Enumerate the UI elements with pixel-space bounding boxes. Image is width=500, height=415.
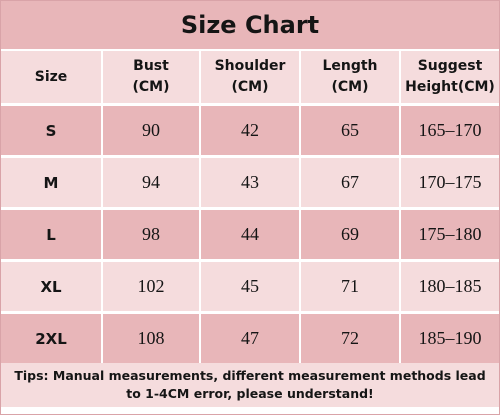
size-cell: 2XL <box>1 314 103 363</box>
value-cell: 47 <box>201 314 301 363</box>
value-cell: 94 <box>103 158 201 207</box>
value-cell: 180–185 <box>401 262 499 311</box>
size-cell: M <box>1 158 103 207</box>
value-cell: 44 <box>201 210 301 259</box>
value-cell: 185–190 <box>401 314 499 363</box>
value-cell: 65 <box>301 106 401 155</box>
size-cell: L <box>1 210 103 259</box>
value-cell: 67 <box>301 158 401 207</box>
value-cell: 71 <box>301 262 401 311</box>
table-row: XL 102 45 71 180–185 <box>1 262 499 311</box>
value-cell: 175–180 <box>401 210 499 259</box>
value-cell: 72 <box>301 314 401 363</box>
value-cell: 90 <box>103 106 201 155</box>
value-cell: 170–175 <box>401 158 499 207</box>
header-row: Size Bust (CM) Shoulder (CM) Length (CM) Sug… <box>1 51 499 103</box>
title: Size Chart <box>1 1 499 49</box>
column-header: Size <box>1 51 103 103</box>
value-cell: 45 <box>201 262 301 311</box>
table-row: L 98 44 69 175–180 <box>1 210 499 259</box>
value-cell: 42 <box>201 106 301 155</box>
value-cell: 108 <box>103 314 201 363</box>
value-cell: 98 <box>103 210 201 259</box>
value-cell: 69 <box>301 210 401 259</box>
column-header: Length (CM) <box>301 51 401 103</box>
tips: Tips: Manual measurements, different mea… <box>1 363 499 407</box>
value-cell: 165–170 <box>401 106 499 155</box>
value-cell: 102 <box>103 262 201 311</box>
table-row: S 90 42 65 165–170 <box>1 106 499 155</box>
value-cell: 43 <box>201 158 301 207</box>
size-cell: XL <box>1 262 103 311</box>
table-row: M 94 43 67 170–175 <box>1 158 499 207</box>
size-table: Size Bust (CM) Shoulder (CM) Length (CM) Sug… <box>1 48 499 366</box>
table-body: S 90 42 65 165–170 M 94 43 67 170–175 L 98 44 69 175–1… <box>1 106 499 363</box>
table-row: 2XL 108 47 72 185–190 <box>1 314 499 363</box>
column-header: Shoulder (CM) <box>201 51 301 103</box>
column-header: Bust (CM) <box>103 51 201 103</box>
column-header: Suggest Height(CM) <box>401 51 499 103</box>
size-cell: S <box>1 106 103 155</box>
